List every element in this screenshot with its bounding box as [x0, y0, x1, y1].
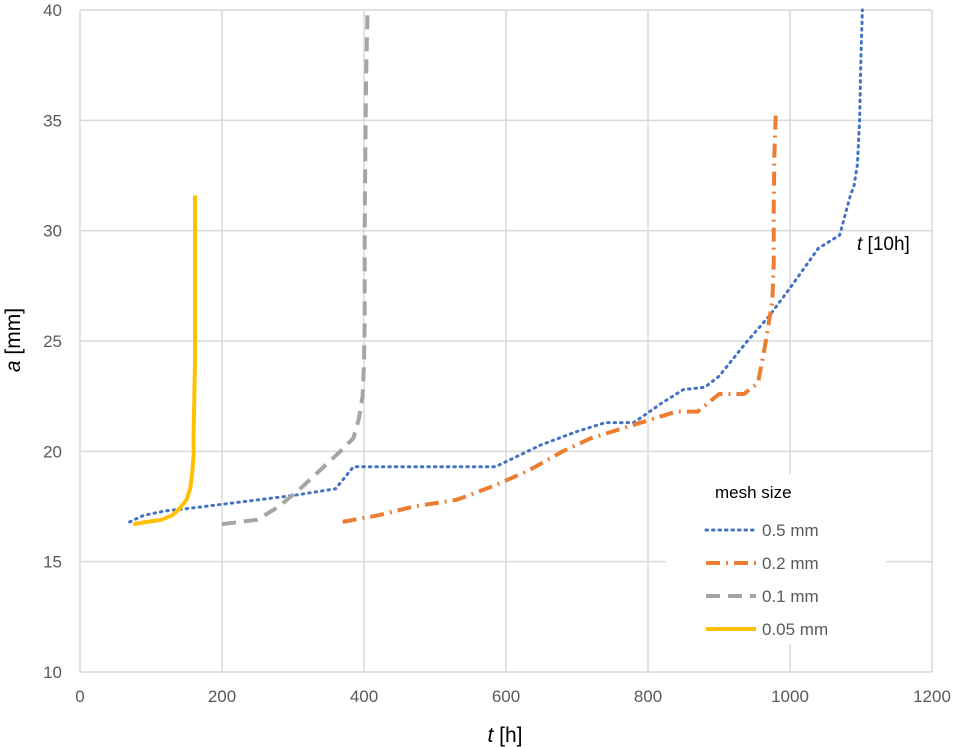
y-tick-label: 25: [43, 332, 62, 351]
series-line-0-5-mm: [128, 8, 864, 524]
y-tick-label: 35: [43, 111, 62, 130]
legend-label: 0.5 mm: [762, 521, 819, 540]
series-line-0-05-mm: [132, 195, 197, 527]
legend-label: 0.1 mm: [762, 587, 819, 606]
series-lines: [128, 8, 864, 527]
x-tick-label: 200: [208, 687, 236, 706]
chart-annotation: t [10h]: [857, 234, 910, 255]
y-tick-label: 30: [43, 222, 62, 241]
x-axis-ticks: 0 200 400 600 800 1000 1200: [75, 687, 951, 706]
legend-background: [666, 474, 886, 644]
legend-label: 0.05 mm: [762, 620, 828, 639]
y-tick-label: 10: [43, 663, 62, 682]
gridlines: [79, 9, 933, 673]
x-axis-title-unit: [h]: [493, 724, 522, 747]
y-axis-title-unit: [mm]: [2, 308, 25, 361]
x-tick-label: 1200: [913, 687, 951, 706]
series-line-0-2-mm: [342, 113, 778, 524]
x-tick-label: 1000: [771, 687, 809, 706]
x-axis-title: t [h]: [487, 724, 522, 747]
legend: mesh size 0.5 mm 0.2 mm 0.1 mm 0.05 mm: [666, 474, 886, 644]
x-tick-label: 600: [492, 687, 520, 706]
y-axis-title-var: a: [2, 360, 25, 372]
legend-items: 0.5 mm 0.2 mm 0.1 mm 0.05 mm: [704, 521, 828, 639]
y-tick-label: 40: [43, 1, 62, 20]
x-tick-label: 400: [350, 687, 378, 706]
annotation-var: t: [857, 234, 863, 255]
annotation-unit: [10h]: [862, 234, 910, 255]
y-tick-label: 15: [43, 553, 62, 572]
series-line-0-1-mm: [221, 9, 370, 527]
legend-title: mesh size: [715, 483, 792, 502]
x-axis-title-var: t: [487, 724, 494, 747]
y-tick-label: 20: [43, 442, 62, 461]
legend-label: 0.2 mm: [762, 554, 819, 573]
y-axis-title: a [mm]: [2, 308, 25, 372]
y-axis-ticks: 10 15 20 25 30 35 40: [43, 1, 62, 682]
x-tick-label: 0: [75, 687, 84, 706]
x-tick-label: 800: [634, 687, 662, 706]
